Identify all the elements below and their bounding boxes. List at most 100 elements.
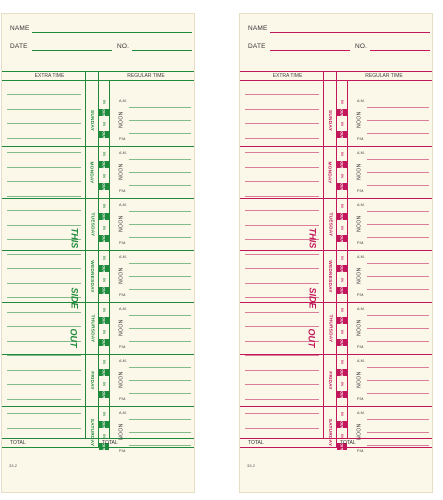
extra-time-entry-line[interactable]: [245, 297, 319, 298]
extra-time-entry-line[interactable]: [245, 427, 319, 429]
extra-time-entry-line[interactable]: [7, 108, 81, 110]
extra-time-entry-line[interactable]: [245, 398, 319, 400]
extra-time-entry-line[interactable]: [7, 94, 81, 95]
extra-time-entry-line[interactable]: [7, 282, 81, 284]
extra-time-entry-line[interactable]: [245, 311, 319, 313]
extra-time-entry-line[interactable]: [7, 239, 81, 240]
extra-time-entry-line[interactable]: [7, 152, 81, 153]
regular-time-entry-line[interactable]: [367, 419, 429, 420]
extra-time-entry-line[interactable]: [7, 369, 81, 371]
extra-time-entry-line[interactable]: [7, 311, 81, 313]
name-field-line[interactable]: [270, 32, 430, 33]
extra-time-entry-line[interactable]: [245, 282, 319, 284]
extra-time-entry-line[interactable]: [245, 224, 319, 226]
regular-time-entry-line[interactable]: [367, 133, 429, 134]
extra-time-entry-line[interactable]: [7, 398, 81, 400]
regular-time-entry-line[interactable]: [129, 107, 191, 108]
regular-time-entry-line[interactable]: [129, 263, 191, 264]
number-field-line[interactable]: [370, 50, 430, 51]
regular-time-entry-line[interactable]: [129, 432, 191, 433]
extra-time-entry-line[interactable]: [245, 123, 319, 124]
date-field-line[interactable]: [32, 50, 112, 51]
extra-time-entry-line[interactable]: [245, 355, 319, 356]
regular-time-entry-line[interactable]: [129, 289, 191, 290]
regular-time-entry-line[interactable]: [129, 120, 191, 121]
extra-time-entry-line[interactable]: [245, 253, 319, 255]
extra-time-entry-line[interactable]: [7, 224, 81, 226]
regular-time-entry-line[interactable]: [367, 341, 429, 342]
extra-time-entry-line[interactable]: [245, 195, 319, 197]
regular-time-entry-line[interactable]: [129, 328, 191, 329]
name-label: NAME: [248, 25, 268, 32]
extra-time-entry-line[interactable]: [7, 210, 81, 211]
extra-time-entry-line[interactable]: [7, 355, 81, 356]
extra-time-entry-line[interactable]: [7, 427, 81, 429]
extra-time-entry-line[interactable]: [7, 384, 81, 385]
regular-time-entry-line[interactable]: [367, 276, 429, 277]
regular-time-entry-line[interactable]: [367, 393, 429, 394]
pm-label: P.M.: [357, 293, 365, 297]
regular-time-entry-line[interactable]: [367, 289, 429, 290]
regular-time-entry-line[interactable]: [367, 224, 429, 225]
regular-time-entry-line[interactable]: [129, 211, 191, 212]
extra-time-entry-line[interactable]: [245, 166, 319, 168]
number-field-line[interactable]: [132, 50, 192, 51]
total-row-top-border: [2, 438, 194, 439]
regular-time-entry-line[interactable]: [129, 419, 191, 420]
extra-time-entry-line[interactable]: [245, 210, 319, 211]
extra-time-entry-line[interactable]: [245, 181, 319, 182]
extra-time-entry-line[interactable]: [7, 137, 81, 139]
extra-time-entry-line[interactable]: [245, 384, 319, 385]
extra-time-entry-line[interactable]: [245, 326, 319, 327]
regular-time-entry-line[interactable]: [367, 172, 429, 173]
regular-time-entry-line[interactable]: [367, 315, 429, 316]
extra-time-entry-line[interactable]: [245, 239, 319, 240]
regular-time-entry-line[interactable]: [129, 133, 191, 134]
regular-time-entry-line[interactable]: [367, 263, 429, 264]
extra-time-entry-line[interactable]: [245, 369, 319, 371]
regular-time-entry-line[interactable]: [367, 120, 429, 121]
extra-time-entry-line[interactable]: [245, 137, 319, 139]
extra-time-entry-line[interactable]: [245, 413, 319, 414]
extra-time-entry-line[interactable]: [7, 181, 81, 182]
regular-time-entry-line[interactable]: [129, 237, 191, 238]
regular-time-entry-line[interactable]: [367, 328, 429, 329]
extra-time-entry-line[interactable]: [7, 253, 81, 255]
extra-time-entry-line[interactable]: [245, 108, 319, 110]
regular-time-entry-line[interactable]: [129, 315, 191, 316]
extra-time-entry-line[interactable]: [7, 195, 81, 197]
regular-time-entry-line[interactable]: [129, 445, 191, 446]
pm-label: P.M.: [119, 397, 127, 401]
regular-time-entry-line[interactable]: [367, 445, 429, 446]
regular-time-entry-line[interactable]: [367, 107, 429, 108]
extra-time-entry-line[interactable]: [7, 166, 81, 168]
extra-time-entry-line[interactable]: [245, 268, 319, 269]
regular-time-entry-line[interactable]: [367, 367, 429, 368]
regular-time-entry-line[interactable]: [129, 341, 191, 342]
regular-time-entry-line[interactable]: [129, 380, 191, 381]
regular-time-entry-line[interactable]: [367, 211, 429, 212]
regular-time-entry-line[interactable]: [367, 237, 429, 238]
regular-time-entry-line[interactable]: [129, 276, 191, 277]
regular-time-entry-line[interactable]: [129, 172, 191, 173]
regular-time-entry-line[interactable]: [129, 159, 191, 160]
extra-time-entry-line[interactable]: [245, 340, 319, 342]
regular-time-entry-line[interactable]: [129, 367, 191, 368]
regular-time-entry-line[interactable]: [367, 159, 429, 160]
date-field-line[interactable]: [270, 50, 350, 51]
extra-time-entry-line[interactable]: [7, 326, 81, 327]
name-field-line[interactable]: [32, 32, 192, 33]
regular-time-entry-line[interactable]: [129, 224, 191, 225]
regular-time-entry-line[interactable]: [367, 185, 429, 186]
regular-time-entry-line[interactable]: [367, 432, 429, 433]
extra-time-entry-line[interactable]: [7, 297, 81, 298]
extra-time-entry-line[interactable]: [7, 123, 81, 124]
extra-time-entry-line[interactable]: [7, 413, 81, 414]
regular-time-entry-line[interactable]: [367, 380, 429, 381]
regular-time-entry-line[interactable]: [129, 185, 191, 186]
extra-time-entry-line[interactable]: [7, 340, 81, 342]
regular-time-entry-line[interactable]: [129, 393, 191, 394]
extra-time-entry-line[interactable]: [245, 152, 319, 153]
extra-time-entry-line[interactable]: [245, 94, 319, 95]
extra-time-entry-line[interactable]: [7, 268, 81, 269]
